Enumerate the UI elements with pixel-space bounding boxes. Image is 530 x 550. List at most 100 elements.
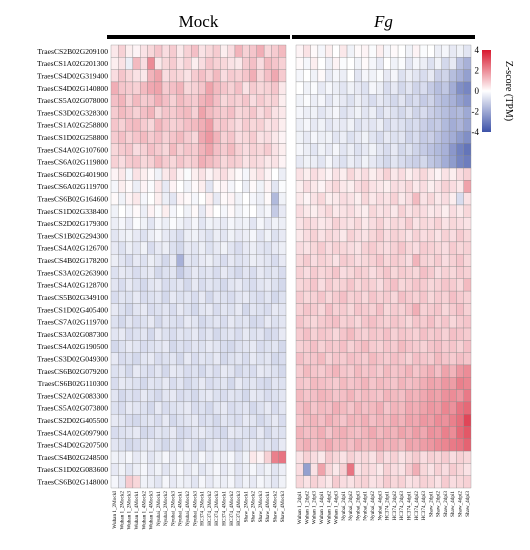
heatmap-cell xyxy=(427,130,435,144)
heatmap-cell xyxy=(390,217,399,230)
heatmap-cell xyxy=(397,57,406,70)
heatmap-cell xyxy=(427,106,435,120)
heatmap-cell xyxy=(448,352,457,366)
heatmap-cell xyxy=(234,327,243,341)
heatmap-cell xyxy=(147,352,155,366)
heatmap-cell xyxy=(463,364,472,378)
column-label: Nyubai_2Mock2 xyxy=(163,491,169,527)
heatmap-cell xyxy=(463,377,472,390)
heatmap-cell xyxy=(448,315,457,329)
heatmap-cell xyxy=(256,44,265,58)
heatmap-cell xyxy=(256,377,265,390)
row-label: TraesCS2B02G209100 xyxy=(37,47,108,56)
heatmap-cell xyxy=(118,303,126,316)
heatmap-cell xyxy=(346,266,355,279)
heatmap-cell xyxy=(383,278,391,292)
heatmap-cell xyxy=(234,377,243,390)
heatmap-cell xyxy=(390,278,399,292)
heatmap-cell xyxy=(154,377,163,390)
heatmap-cell xyxy=(183,450,192,464)
heatmap-cell xyxy=(271,204,279,218)
heatmap-cell xyxy=(448,290,457,304)
heatmap-cell xyxy=(198,352,206,366)
heatmap-cell xyxy=(278,143,287,156)
heatmap-cell xyxy=(324,155,333,169)
heatmap-cell xyxy=(154,204,163,218)
heatmap-cell xyxy=(191,155,199,169)
heatmap-cell xyxy=(220,463,228,476)
heatmap-cell xyxy=(249,266,258,279)
heatmap-cell xyxy=(242,106,250,120)
heatmap-cell xyxy=(263,315,272,329)
heatmap-cell xyxy=(310,229,319,243)
heatmap-cell xyxy=(169,167,177,181)
heatmap-cell xyxy=(125,204,134,218)
heatmap-cell xyxy=(147,106,155,120)
heatmap-cell xyxy=(354,475,362,489)
heatmap-cell xyxy=(212,364,221,378)
heatmap-cell xyxy=(242,217,250,230)
heatmap-cell xyxy=(376,303,384,316)
heatmap-cell xyxy=(383,364,391,378)
heatmap-cell xyxy=(227,217,236,230)
heatmap-cell xyxy=(354,44,362,58)
heatmap-cell xyxy=(263,192,272,206)
heatmap-cell xyxy=(361,278,370,292)
heatmap-cell xyxy=(456,192,464,206)
heatmap-cell xyxy=(295,413,304,427)
heatmap-cell xyxy=(317,389,326,403)
heatmap-cell xyxy=(317,81,326,95)
heatmap-cell xyxy=(346,352,355,366)
heatmap-cell xyxy=(176,327,185,341)
heatmap-cell xyxy=(332,401,340,415)
heatmap-cell xyxy=(346,167,355,181)
heatmap-cell xyxy=(361,254,370,267)
row-label: TraesCS6A02G119800 xyxy=(37,158,108,167)
heatmap-cell xyxy=(361,229,370,243)
heatmap-cell xyxy=(295,278,304,292)
heatmap-cell xyxy=(354,192,362,206)
heatmap-cell xyxy=(419,143,428,156)
heatmap-cell xyxy=(434,413,443,427)
heatmap-cell xyxy=(390,364,399,378)
heatmap-cell xyxy=(125,377,134,390)
heatmap-cell xyxy=(376,426,384,439)
heatmap-cell xyxy=(456,327,464,341)
heatmap-cell xyxy=(412,450,421,464)
heatmap-cell xyxy=(376,389,384,403)
heatmap-cell xyxy=(354,340,362,353)
heatmap-cell xyxy=(227,290,236,304)
heatmap-cell xyxy=(405,217,413,230)
heatmap-cell xyxy=(242,167,250,181)
heatmap-cell xyxy=(147,57,155,70)
heatmap-cell xyxy=(441,426,450,439)
heatmap-cell xyxy=(405,278,413,292)
heatmap-cell xyxy=(397,278,406,292)
heatmap-cell xyxy=(310,44,319,58)
heatmap-cell xyxy=(339,44,348,58)
heatmap-cell xyxy=(212,254,221,267)
heatmap-cell xyxy=(227,401,236,415)
heatmap-cell xyxy=(361,180,370,193)
heatmap-cell xyxy=(405,94,413,107)
heatmap-cell xyxy=(234,69,243,83)
heatmap-cell xyxy=(332,278,340,292)
heatmap-cell xyxy=(227,81,236,95)
heatmap-cell xyxy=(256,463,265,476)
column-label: HC374_2dpi1 xyxy=(385,491,391,521)
heatmap-cell xyxy=(249,364,258,378)
heatmap-cell xyxy=(427,340,435,353)
heatmap-cell xyxy=(463,426,472,439)
heatmap-cell xyxy=(147,463,155,476)
heatmap-cell xyxy=(191,130,199,144)
heatmap-cell xyxy=(339,364,348,378)
heatmap-cell xyxy=(183,364,192,378)
heatmap-cell xyxy=(463,204,472,218)
heatmap-cell xyxy=(427,327,435,341)
heatmap-cell xyxy=(463,192,472,206)
heatmap-cell xyxy=(147,327,155,341)
heatmap-cell xyxy=(295,106,304,120)
heatmap-cell xyxy=(154,389,163,403)
heatmap-cell xyxy=(303,94,311,107)
heatmap-cell xyxy=(220,278,228,292)
